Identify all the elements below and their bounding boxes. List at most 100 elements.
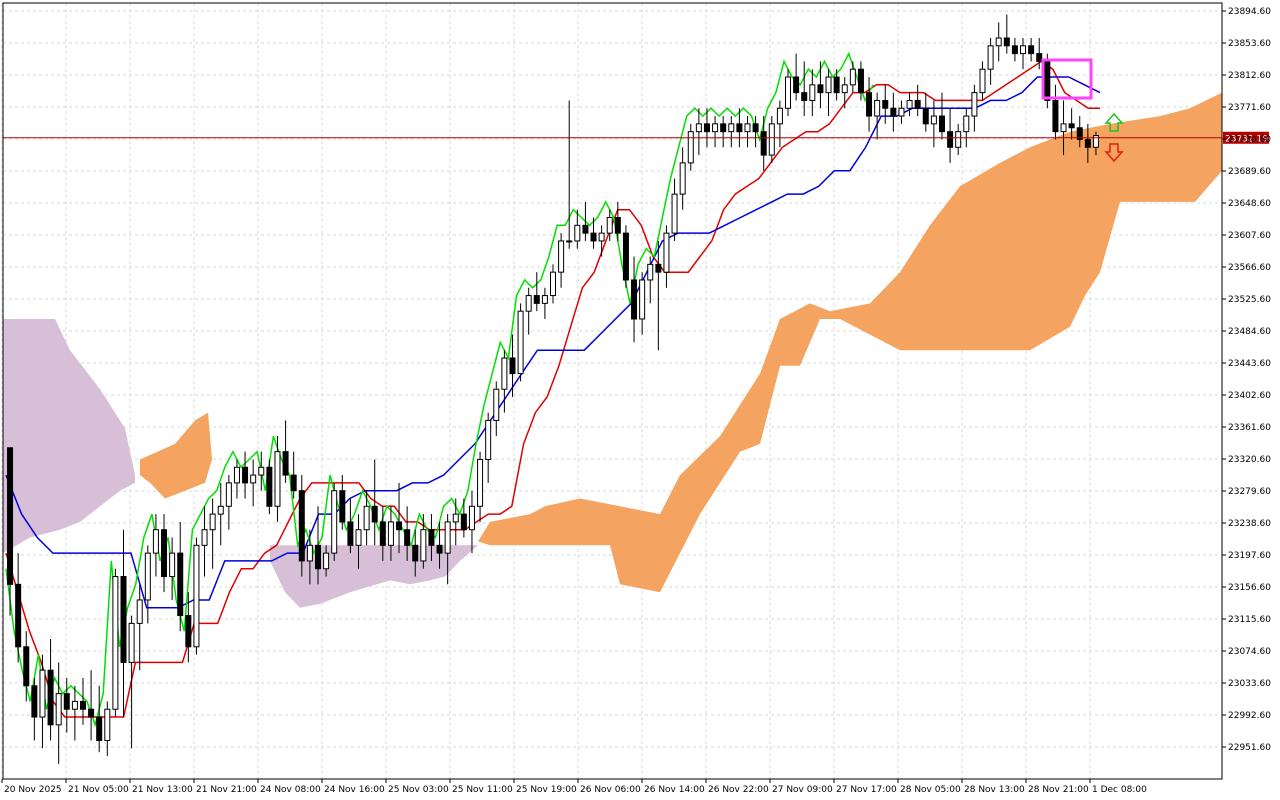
arrow-down-icon [1104, 143, 1124, 163]
candle-body [225, 482, 232, 507]
y-tick-label: 23689.60 [1228, 167, 1271, 177]
candle-body [938, 115, 945, 133]
candle-body [874, 99, 881, 117]
y-tick-label: 23607.60 [1228, 231, 1271, 241]
candle-body [88, 708, 95, 718]
candle-body [396, 521, 403, 531]
candle-body [898, 107, 905, 117]
candle-body [971, 92, 978, 117]
candle-body [201, 529, 208, 546]
candle-body [663, 232, 670, 273]
candle-body [785, 76, 792, 109]
candle-body [955, 131, 962, 148]
candle-body [695, 123, 702, 133]
candle-body [517, 310, 524, 375]
y-tick-label: 23730.60 [1228, 135, 1271, 145]
highlight-box [1041, 58, 1093, 100]
plot-frame [2, 2, 1223, 780]
candlesticks [7, 14, 1099, 764]
candle-body [574, 224, 581, 242]
candle-body [363, 505, 370, 531]
candle-body [963, 115, 970, 133]
current-price-label: 23732.19 [1225, 134, 1268, 144]
candle-body [477, 458, 484, 507]
candle-body [120, 576, 127, 663]
y-tick-label: 23443.60 [1228, 359, 1271, 369]
candle-body [152, 529, 159, 554]
candle-body [631, 279, 638, 320]
x-tick-label: 1 Dec 08:00 [1092, 785, 1147, 795]
candle-body [1020, 45, 1027, 55]
kumo-bull-main [478, 92, 1222, 593]
candle-body [703, 123, 710, 133]
y-tick-label: 23115.60 [1228, 615, 1271, 625]
x-tick-label: 25 Nov 19:00 [516, 785, 577, 795]
candle-body [1084, 138, 1091, 148]
candle-body [71, 700, 78, 710]
candle-body [185, 615, 192, 648]
candle-body [914, 99, 921, 109]
candle-body [485, 419, 492, 460]
x-tick-label: 24 Nov 16:00 [324, 785, 385, 795]
y-tick-label: 23033.60 [1228, 679, 1271, 689]
candle-body [533, 295, 540, 304]
candle-body [112, 576, 119, 710]
candle-body [314, 544, 321, 570]
candle-body [468, 505, 475, 531]
x-tick-label: 27 Nov 09:00 [772, 785, 833, 795]
candle-body [671, 193, 678, 234]
x-tick-label: 26 Nov 14:00 [644, 785, 705, 795]
candle-body [355, 529, 362, 546]
candle-body [712, 123, 719, 133]
candle-body [760, 131, 767, 156]
candle-body [323, 552, 330, 570]
kumo-bear-left [3, 319, 135, 554]
candle-body [379, 521, 386, 546]
candle-body [79, 700, 86, 710]
x-tick-label: 28 Nov 13:00 [964, 785, 1025, 795]
candle-body [809, 84, 816, 101]
x-tick-label: 24 Nov 08:00 [260, 785, 321, 795]
candle-body [614, 217, 621, 234]
candle-body [509, 357, 516, 375]
candle-body [161, 529, 168, 578]
y-tick-label: 23402.60 [1228, 391, 1271, 401]
candle-body [1036, 53, 1043, 62]
candle-body [193, 544, 200, 648]
candle-body [209, 513, 216, 531]
candle-body [752, 123, 759, 133]
candle-body [233, 466, 240, 484]
candle-body [558, 240, 565, 273]
y-tick-label: 22951.60 [1228, 743, 1271, 753]
candle-body [1028, 45, 1035, 55]
candle-body [857, 68, 864, 94]
candle-body [258, 466, 265, 476]
x-tick-label: 26 Nov 06:00 [580, 785, 641, 795]
candle-body [1092, 135, 1099, 148]
candle-body [274, 451, 281, 507]
y-tick-label: 23361.60 [1228, 423, 1271, 433]
candle-body [331, 490, 338, 554]
candle-body [387, 521, 394, 546]
annotations: 23732.19 [3, 58, 1269, 163]
candle-body [282, 451, 289, 476]
candle-body [339, 490, 346, 523]
candle-body [720, 123, 727, 133]
y-tick-label: 23156.60 [1228, 583, 1271, 593]
candle-body [639, 279, 646, 320]
candle-body [582, 224, 589, 234]
candle-body [217, 505, 224, 515]
candle-body [906, 99, 913, 109]
candle-body [606, 217, 613, 234]
kumo-cloud [3, 92, 1222, 608]
candle-body [1003, 37, 1010, 47]
candle-body [39, 669, 46, 718]
x-tick-label: 28 Nov 21:00 [1028, 785, 1089, 795]
candle-body [687, 131, 694, 164]
candle-body [452, 513, 459, 523]
x-tick-label: 25 Nov 03:00 [388, 785, 449, 795]
candle-body [306, 544, 313, 562]
chikou-span-line [5, 51, 874, 728]
candle-body [793, 76, 800, 94]
